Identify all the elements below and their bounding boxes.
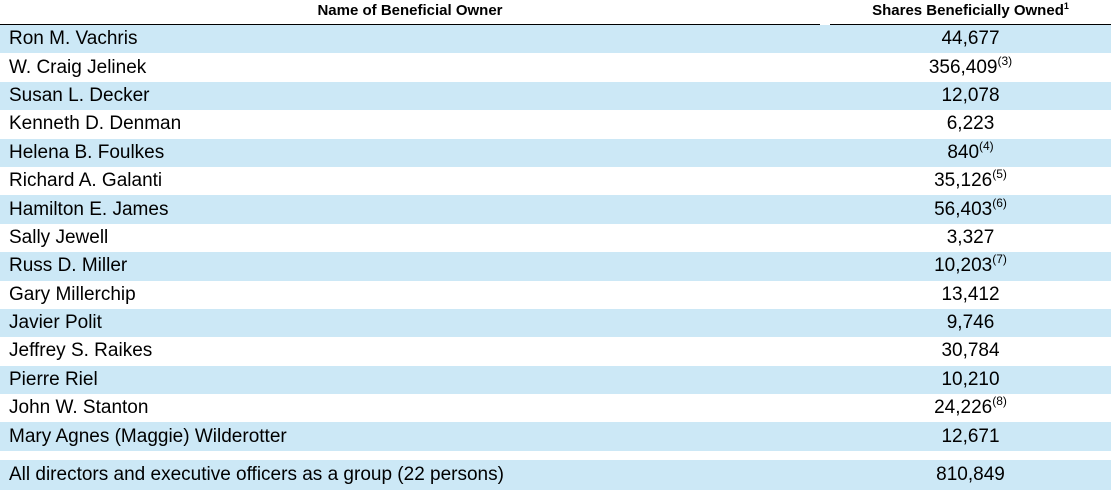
table-total-row: All directors and executive officers as … <box>0 459 1111 490</box>
footnote-marker: (8) <box>992 394 1007 409</box>
shares-owned: 44,677 <box>830 28 1111 50</box>
total-name: All directors and executive officers as … <box>9 463 504 485</box>
table-header: Name of Beneficial Owner Shares Benefici… <box>0 0 1111 25</box>
shares-owned: 30,784 <box>830 340 1111 362</box>
table-row: Pierre Riel 10,210 <box>0 365 1111 395</box>
owner-name: Susan L. Decker <box>9 84 150 106</box>
shares-value: 12,078 <box>941 84 1000 106</box>
footnote-marker: (3) <box>997 53 1013 68</box>
shares-value: 30,784 <box>941 340 1000 362</box>
shares-value: 3,327 <box>946 226 995 248</box>
footnote-marker: (4) <box>979 138 994 153</box>
shares-value: 44,677 <box>941 28 1000 50</box>
shares-value: 35,126 <box>934 170 993 192</box>
beneficial-ownership-table: Name of Beneficial Owner Shares Benefici… <box>0 0 1111 490</box>
shares-value: 10,210 <box>941 368 1000 390</box>
shares-value: 12,671 <box>941 425 1000 447</box>
owner-name: Sally Jewell <box>9 226 109 248</box>
footnote-marker: (6) <box>992 195 1007 210</box>
shares-value: 13,412 <box>941 283 1000 305</box>
owner-name: Mary Agnes (Maggie) Wilderotter <box>9 425 287 447</box>
table-row: Helena B. Foulkes 840(4) <box>0 138 1111 167</box>
owner-name: Pierre Riel <box>9 368 98 390</box>
table-row: Mary Agnes (Maggie) Wilderotter 12,671 <box>0 422 1111 451</box>
table-row: Ron M. Vachris 44,677 <box>0 25 1111 54</box>
shares-owned: 24,226(8) <box>830 394 1111 419</box>
owner-name: Kenneth D. Denman <box>9 113 182 135</box>
header-name-label: Name of Beneficial Owner <box>317 2 503 19</box>
shares-value: 56,403 <box>934 198 993 220</box>
shares-value: 9,746 <box>946 312 995 334</box>
owner-name: Hamilton E. James <box>9 198 169 220</box>
table-row: Jeffrey S. Raikes 30,784 <box>0 337 1111 365</box>
shares-owned: 35,126(5) <box>830 167 1111 192</box>
shares-owned: 6,223 <box>830 113 1111 135</box>
shares-owned: 10,203(7) <box>830 252 1111 277</box>
shares-value: 6,223 <box>946 113 995 135</box>
header-name-of-beneficial-owner: Name of Beneficial Owner <box>0 0 820 25</box>
shares-owned: 56,403(6) <box>830 195 1111 221</box>
shares-owned: 10,210 <box>830 369 1111 391</box>
table-row: Gary Millerchip 13,412 <box>0 281 1111 309</box>
shares-owned: 3,327 <box>830 227 1111 249</box>
shares-value: 10,203 <box>934 255 993 277</box>
owner-name: Gary Millerchip <box>9 283 136 305</box>
shares-value: 840 <box>947 141 980 163</box>
owner-name: John W. Stanton <box>9 397 149 419</box>
table-row: Kenneth D. Denman 6,223 <box>0 110 1111 138</box>
owner-name: Russ D. Miller <box>9 255 128 277</box>
table-row: John W. Stanton 24,226(8) <box>0 394 1111 422</box>
footnote-marker: (7) <box>992 252 1007 267</box>
total-shares: 810,849 <box>936 463 1005 485</box>
table-row: Sally Jewell 3,327 <box>0 224 1111 252</box>
shares-owned: 840(4) <box>830 138 1111 164</box>
table-row: W. Craig Jelinek 356,409(3) <box>0 53 1111 81</box>
header-shares-beneficially-owned: Shares Beneficially Owned1 <box>830 0 1111 25</box>
owner-name: Ron M. Vachris <box>9 28 138 50</box>
owner-name: W. Craig Jelinek <box>9 56 147 78</box>
footnote-marker: (5) <box>992 167 1007 182</box>
table-body: Ron M. Vachris 44,677 W. Craig Jelinek 356,… <box>0 25 1111 451</box>
owner-name: Richard A. Galanti <box>9 170 163 192</box>
table-row: Hamilton E. James 56,403(6) <box>0 195 1111 224</box>
shares-owned: 12,671 <box>830 426 1111 448</box>
owner-name: Javier Polit <box>9 312 102 334</box>
table-row: Susan L. Decker 12,078 <box>0 81 1111 111</box>
shares-owned: 356,409(3) <box>830 53 1111 79</box>
shares-value: 24,226 <box>934 397 993 419</box>
table-row: Javier Polit 9,746 <box>0 308 1111 338</box>
table-row: Russ D. Miller 10,203(7) <box>0 252 1111 281</box>
header-footnote-marker: 1 <box>1063 1 1069 11</box>
shares-owned: 9,746 <box>830 312 1111 334</box>
header-shares-label: Shares Beneficially Owned <box>872 2 1064 19</box>
shares-value: 356,409 <box>928 56 998 78</box>
owner-name: Helena B. Foulkes <box>9 141 165 163</box>
table-row: Richard A. Galanti 35,126(5) <box>0 167 1111 195</box>
shares-owned: 13,412 <box>830 284 1111 306</box>
owner-name: Jeffrey S. Raikes <box>9 340 153 362</box>
shares-owned: 12,078 <box>830 85 1111 107</box>
